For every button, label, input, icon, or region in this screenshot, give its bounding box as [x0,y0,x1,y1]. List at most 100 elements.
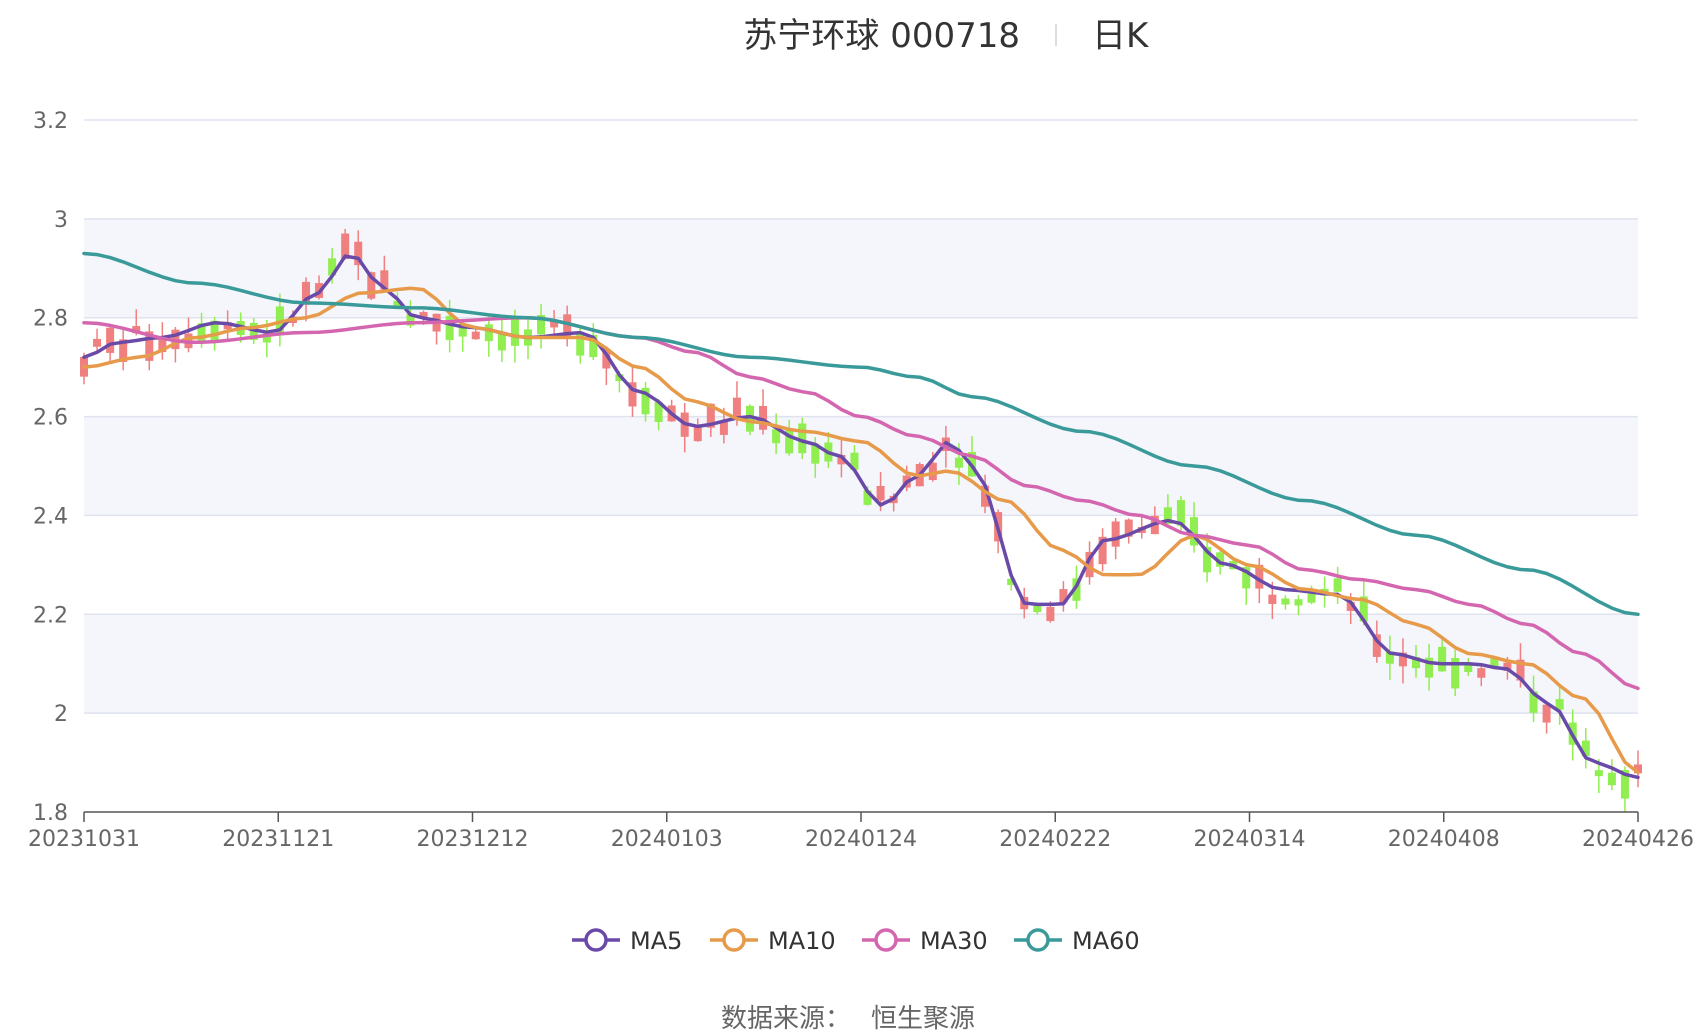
candle-body [732,397,741,420]
y-tick-label: 3.2 [33,109,68,134]
candle-body [497,334,506,351]
candle [1085,541,1094,585]
x-tick-label: 20240103 [611,827,723,852]
candle-body [1203,546,1212,573]
candle-body [1516,659,1525,681]
candle [798,417,807,459]
candle [1477,663,1486,687]
candle [641,381,650,422]
candle-body [602,349,611,369]
candle-body [1124,519,1133,537]
candle-body [145,331,154,361]
candle-body [354,241,363,266]
candle-body [197,323,206,341]
candle-body [158,339,167,353]
candle-body [1189,517,1199,546]
candle-body [1359,596,1368,622]
legend-label: MA30 [920,927,988,955]
x-tick-label: 20231212 [417,827,529,852]
candle-body [341,233,350,260]
x-tick-label: 20240124 [805,827,917,852]
candle [1098,528,1107,572]
candle-body [1385,651,1394,664]
candle [1633,750,1643,788]
candle-body [223,322,232,330]
candle-body [445,315,454,341]
candle-body [210,320,219,343]
candle-body [654,402,663,422]
candle-body [1281,598,1290,605]
source-label: 数据来源： [721,1004,851,1034]
candle-body [981,485,990,507]
data-source: 数据来源： 恒生聚源 [721,1004,975,1034]
legend-label: MA60 [1072,927,1140,955]
candle-body [1085,551,1094,578]
legend-item-ma5[interactable]: MA5 [572,927,682,955]
candle-body [537,314,546,335]
candle-body [1333,578,1342,592]
candle-body [367,272,376,299]
candle-body [876,486,885,501]
legend[interactable]: MA5 MA10 MA30 MA60 [572,927,1140,955]
candle [1398,638,1407,684]
candle-body [262,333,271,343]
candle-body [1633,764,1643,774]
candle-body [706,403,715,428]
candle-body [693,425,702,442]
candle-body [106,327,115,353]
moving-average-lines [82,251,1640,780]
candle [1438,636,1447,673]
candle [759,389,768,435]
candle [1581,728,1590,769]
candle-body [393,300,402,309]
candle-body [1620,769,1629,799]
candle-body [1007,578,1016,585]
candle-body [1242,567,1251,589]
candle-body [1490,658,1499,668]
candle-body [419,312,428,319]
candle-body [1255,564,1264,589]
candle [93,328,102,354]
ma-line-ma30 [82,315,1640,691]
legend-item-ma30[interactable]: MA30 [862,927,988,955]
candle [850,445,859,472]
candle-body [328,258,337,276]
candle-body [471,331,480,340]
candle-body [1307,593,1316,603]
candle [1464,658,1473,677]
candle-body [863,490,872,505]
x-tick-label: 20240222 [999,827,1111,852]
candle [654,399,663,431]
candle-body [641,387,650,415]
candle [1411,644,1421,678]
candle-body [1411,657,1421,669]
candle-body [550,319,559,328]
candle-body [1216,552,1225,567]
ma-line-ma10 [82,286,1640,775]
candle [693,418,702,442]
band-1 [84,614,1638,714]
candle [119,329,128,371]
candle-body [628,382,637,407]
y-axis-ticks: 1.8 2 2.2 2.4 2.6 2.8 3 3.2 [33,109,68,826]
candle [1542,702,1551,734]
candle-body [406,313,415,326]
candle [145,324,154,371]
candle [1451,649,1460,697]
title-stock-name: 苏宁环球 000718 [743,16,1020,56]
legend-label: MA10 [768,927,836,955]
legend-item-ma10[interactable]: MA10 [710,927,836,955]
x-tick-label: 20240314 [1194,827,1306,852]
candle [223,310,232,341]
candle-body [1111,521,1120,547]
candle-body [119,339,128,362]
candle-body [850,452,859,470]
legend-item-ma60[interactable]: MA60 [1014,927,1140,955]
candle-body [132,326,141,334]
candle-body [1451,658,1460,689]
candle [628,366,637,417]
candle-body [772,429,781,444]
legend-marker [874,928,898,952]
candle-body [1176,500,1185,526]
x-tick-label: 20240426 [1582,827,1694,852]
